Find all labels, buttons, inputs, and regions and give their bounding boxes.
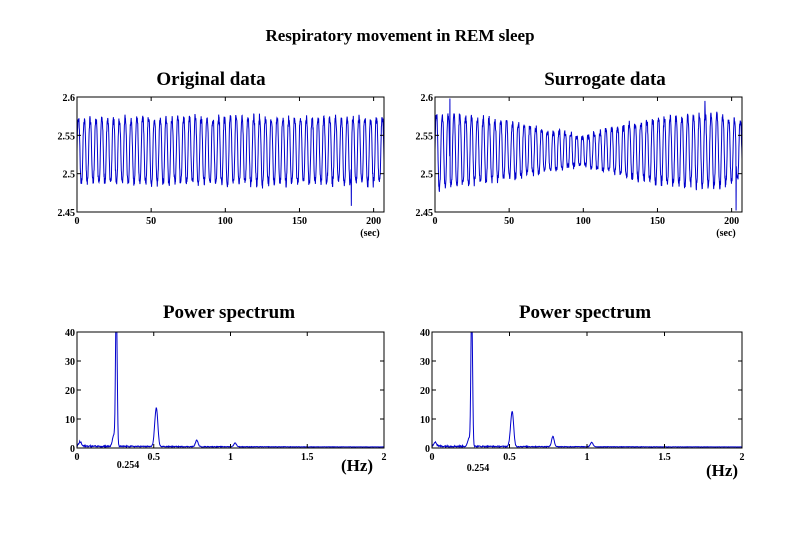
y-tick-label: 2.55 [58, 131, 76, 142]
y-tick-label: 10 [65, 415, 75, 426]
x-axis-unit: (sec) [360, 228, 379, 239]
y-tick-label: 40 [420, 328, 430, 339]
series-line [435, 98, 742, 211]
figure-title: Respiratory movement in REM sleep [265, 26, 534, 45]
y-tick-label: 2.6 [63, 93, 76, 104]
y-tick-label: 0 [70, 444, 75, 455]
chart-title: Power spectrum [163, 302, 295, 323]
x-tick-label: 1 [585, 452, 590, 463]
x-tick-label: 0 [430, 452, 435, 463]
y-tick-label: 30 [420, 357, 430, 368]
x-tick-label: 0.5 [148, 452, 161, 463]
x-tick-label: 150 [292, 216, 307, 227]
plot-frame [434, 96, 743, 213]
x-tick-label: 1 [228, 452, 233, 463]
x-tick-label: 1.5 [658, 452, 671, 463]
x-tick-label: 0 [75, 452, 80, 463]
x-tick-label: 200 [366, 216, 381, 227]
x-axis-unit: (Hz) [341, 456, 373, 475]
x-tick-label: 0 [433, 216, 438, 227]
x-tick-label: 0.5 [503, 452, 516, 463]
peak-annotation: 0.254 [467, 463, 490, 474]
x-axis-unit: (Hz) [706, 461, 738, 480]
y-tick-label: 30 [65, 357, 75, 368]
x-tick-label: 1.5 [301, 452, 314, 463]
y-tick-label: 20 [65, 386, 75, 397]
x-tick-label: 50 [504, 216, 514, 227]
x-tick-label: 0 [75, 216, 80, 227]
y-tick-label: 10 [420, 415, 430, 426]
x-tick-label: 100 [576, 216, 591, 227]
x-tick-label: 150 [650, 216, 665, 227]
chart-orig: Original data 0 50 100 150 200 2.45 2.5 2.55 2.6 (… [58, 69, 385, 239]
peak-annotation: 0.254 [117, 460, 140, 471]
plot-frame [76, 96, 385, 213]
series-line [77, 113, 384, 206]
y-tick-label: 0 [425, 444, 430, 455]
chart-title: Power spectrum [519, 302, 651, 323]
y-tick-label: 20 [420, 386, 430, 397]
x-tick-label: 100 [218, 216, 233, 227]
x-tick-label: 2 [740, 452, 745, 463]
x-tick-label: 200 [724, 216, 739, 227]
chart-title: Original data [156, 69, 266, 90]
x-tick-label: 50 [146, 216, 156, 227]
y-tick-label: 40 [65, 328, 75, 339]
y-tick-label: 2.5 [421, 170, 434, 181]
y-tick-label: 2.55 [416, 131, 434, 142]
chart-surr: Surrogate data 0 50 100 150 200 2.45 2.5 2.55 2.6… [416, 69, 743, 239]
y-tick-label: 2.45 [416, 208, 434, 219]
y-tick-label: 2.5 [63, 170, 76, 181]
y-tick-label: 2.45 [58, 208, 76, 219]
chart-title: Surrogate data [544, 69, 666, 90]
x-tick-label: 2 [382, 452, 387, 463]
x-axis-unit: (sec) [716, 228, 735, 239]
y-tick-label: 2.6 [421, 93, 434, 104]
